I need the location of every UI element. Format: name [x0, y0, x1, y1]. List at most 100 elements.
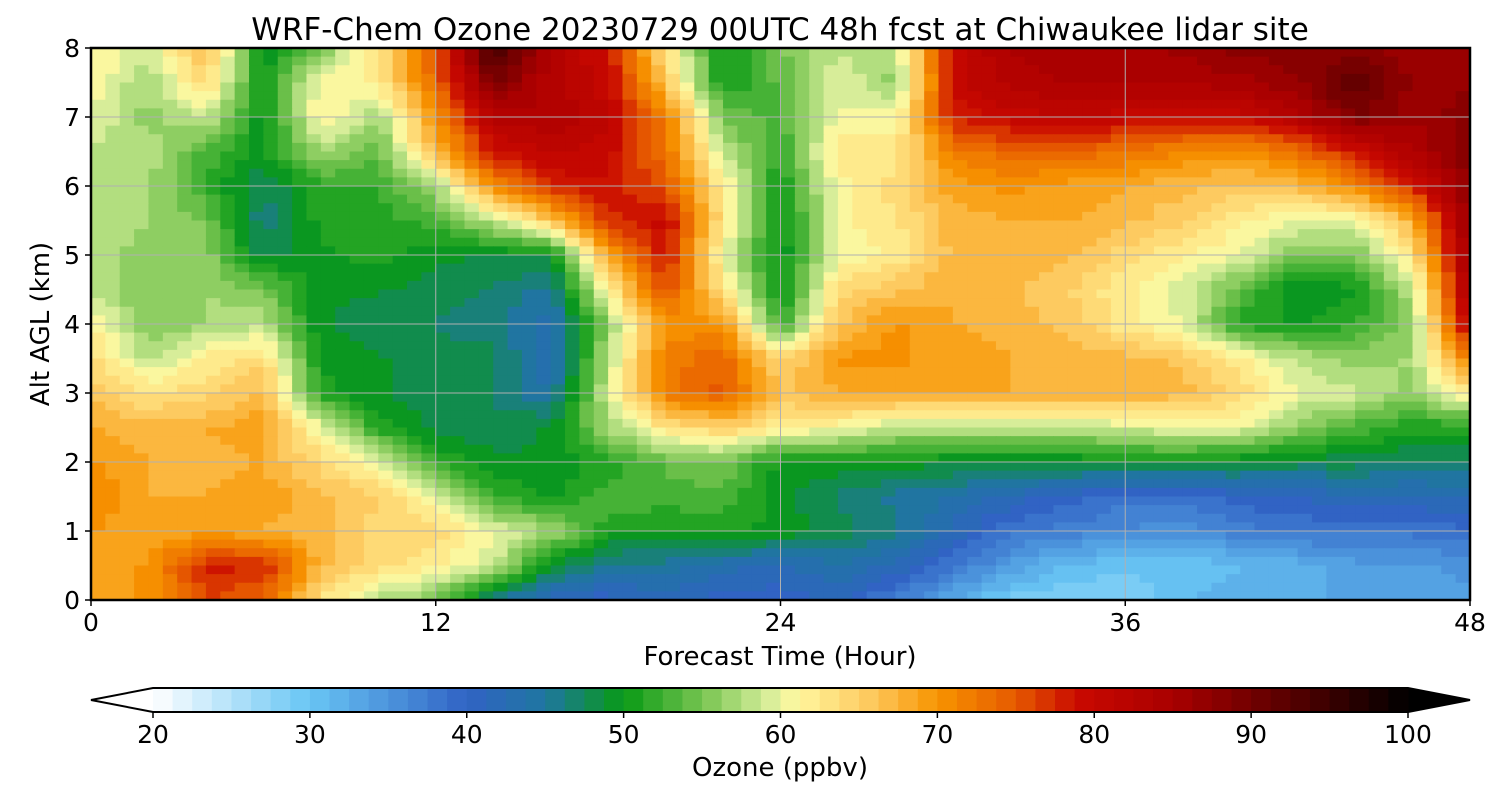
- heatmap-cell: [895, 99, 911, 109]
- heatmap-cell: [1082, 255, 1098, 265]
- heatmap-cell: [1369, 263, 1385, 273]
- heatmap-cell: [205, 332, 221, 342]
- heatmap-cell: [1125, 462, 1141, 472]
- heatmap-cell: [1340, 56, 1356, 66]
- heatmap-cell: [1283, 56, 1299, 66]
- heatmap-cell: [679, 427, 695, 437]
- heatmap-cell: [1010, 462, 1026, 472]
- heatmap-cell: [1340, 306, 1356, 316]
- heatmap-cell: [694, 470, 710, 480]
- heatmap-cell: [378, 349, 394, 360]
- heatmap-cell: [651, 142, 667, 153]
- heatmap-cell: [1240, 229, 1256, 239]
- heatmap-cell: [694, 418, 710, 429]
- heatmap-cell: [636, 358, 652, 368]
- heatmap-cell: [723, 280, 738, 291]
- heatmap-cell: [1182, 349, 1198, 360]
- heatmap-cell: [521, 168, 537, 178]
- heatmap-cell: [1024, 229, 1040, 239]
- heatmap-cell: [565, 186, 580, 196]
- heatmap-cell: [1182, 99, 1198, 109]
- heatmap-cell: [995, 255, 1011, 265]
- heatmap-cell: [507, 410, 523, 420]
- heatmap-cell: [952, 91, 968, 101]
- heatmap-cell: [536, 341, 552, 351]
- heatmap-cell: [823, 393, 839, 403]
- heatmap-cell: [1297, 108, 1313, 118]
- heatmap-cell: [1010, 246, 1026, 256]
- heatmap-cell: [148, 48, 164, 58]
- heatmap-cell: [91, 332, 106, 342]
- heatmap-cell: [1010, 410, 1026, 420]
- heatmap-cell: [335, 125, 351, 135]
- heatmap-cell: [1369, 48, 1385, 58]
- heatmap-cell: [981, 272, 997, 282]
- heatmap-cell: [478, 220, 494, 230]
- heatmap-cell: [536, 211, 552, 222]
- heatmap-cell: [995, 349, 1011, 360]
- heatmap-cell: [1110, 384, 1126, 394]
- heatmap-cell: [622, 255, 638, 265]
- heatmap-cell: [249, 289, 264, 299]
- heatmap-cell: [1369, 194, 1385, 204]
- heatmap-cell: [1369, 142, 1385, 153]
- heatmap-cell: [723, 108, 738, 118]
- heatmap-cell: [651, 194, 667, 204]
- heatmap-cell: [234, 151, 250, 161]
- heatmap-cell: [737, 280, 753, 291]
- heatmap-cell: [234, 324, 250, 334]
- heatmap-cell: [1053, 444, 1069, 454]
- heatmap-cell: [995, 332, 1011, 342]
- heatmap-cell: [1110, 203, 1126, 213]
- heatmap-cell: [579, 65, 595, 75]
- heatmap-cell: [263, 393, 279, 403]
- heatmap-cell: [593, 177, 609, 187]
- heatmap-cell: [1168, 229, 1184, 239]
- heatmap-cell: [1082, 453, 1098, 463]
- heatmap-cell: [1283, 203, 1299, 213]
- heatmap-cell: [1225, 315, 1241, 325]
- heatmap-cell: [277, 56, 293, 66]
- heatmap-cell: [1311, 73, 1327, 84]
- heatmap-cell: [292, 324, 308, 334]
- heatmap-cell: [363, 48, 379, 58]
- heatmap-cell: [751, 160, 767, 170]
- heatmap-cell: [651, 91, 667, 101]
- heatmap-cell: [1369, 453, 1385, 463]
- heatmap-cell: [134, 470, 150, 480]
- heatmap-cell: [1268, 479, 1284, 489]
- heatmap-cell: [1139, 401, 1155, 411]
- heatmap-cell: [1139, 125, 1155, 135]
- heatmap-cell: [292, 427, 308, 437]
- heatmap-cell: [1225, 168, 1241, 178]
- heatmap-cell: [1283, 462, 1299, 472]
- heatmap-cell: [995, 220, 1011, 230]
- heatmap-cell: [866, 211, 882, 222]
- heatmap-cell: [191, 194, 207, 204]
- heatmap-cell: [1182, 168, 1198, 178]
- heatmap-cell: [1039, 108, 1055, 118]
- heatmap-cell: [751, 125, 767, 135]
- heatmap-cell: [550, 246, 566, 256]
- heatmap-cell: [1182, 82, 1198, 92]
- heatmap-cell: [809, 462, 825, 472]
- heatmap-cell: [105, 324, 121, 334]
- heatmap-cell: [881, 393, 897, 403]
- heatmap-cell: [1125, 358, 1141, 368]
- heatmap-cell: [464, 289, 480, 299]
- heatmap-cell: [450, 401, 466, 411]
- heatmap-cell: [450, 324, 466, 334]
- heatmap-cell: [924, 418, 940, 429]
- heatmap-cell: [665, 393, 681, 403]
- heatmap-cell: [148, 99, 164, 109]
- heatmap-cell: [938, 160, 954, 170]
- heatmap-cell: [665, 117, 681, 127]
- heatmap-cell: [1168, 82, 1184, 92]
- heatmap-cell: [263, 125, 279, 135]
- heatmap-cell: [536, 65, 552, 75]
- heatmap-cell: [938, 134, 954, 144]
- heatmap-cell: [924, 349, 940, 360]
- heatmap-cell: [91, 125, 106, 135]
- heatmap-cell: [205, 125, 221, 135]
- heatmap-cell: [306, 263, 322, 273]
